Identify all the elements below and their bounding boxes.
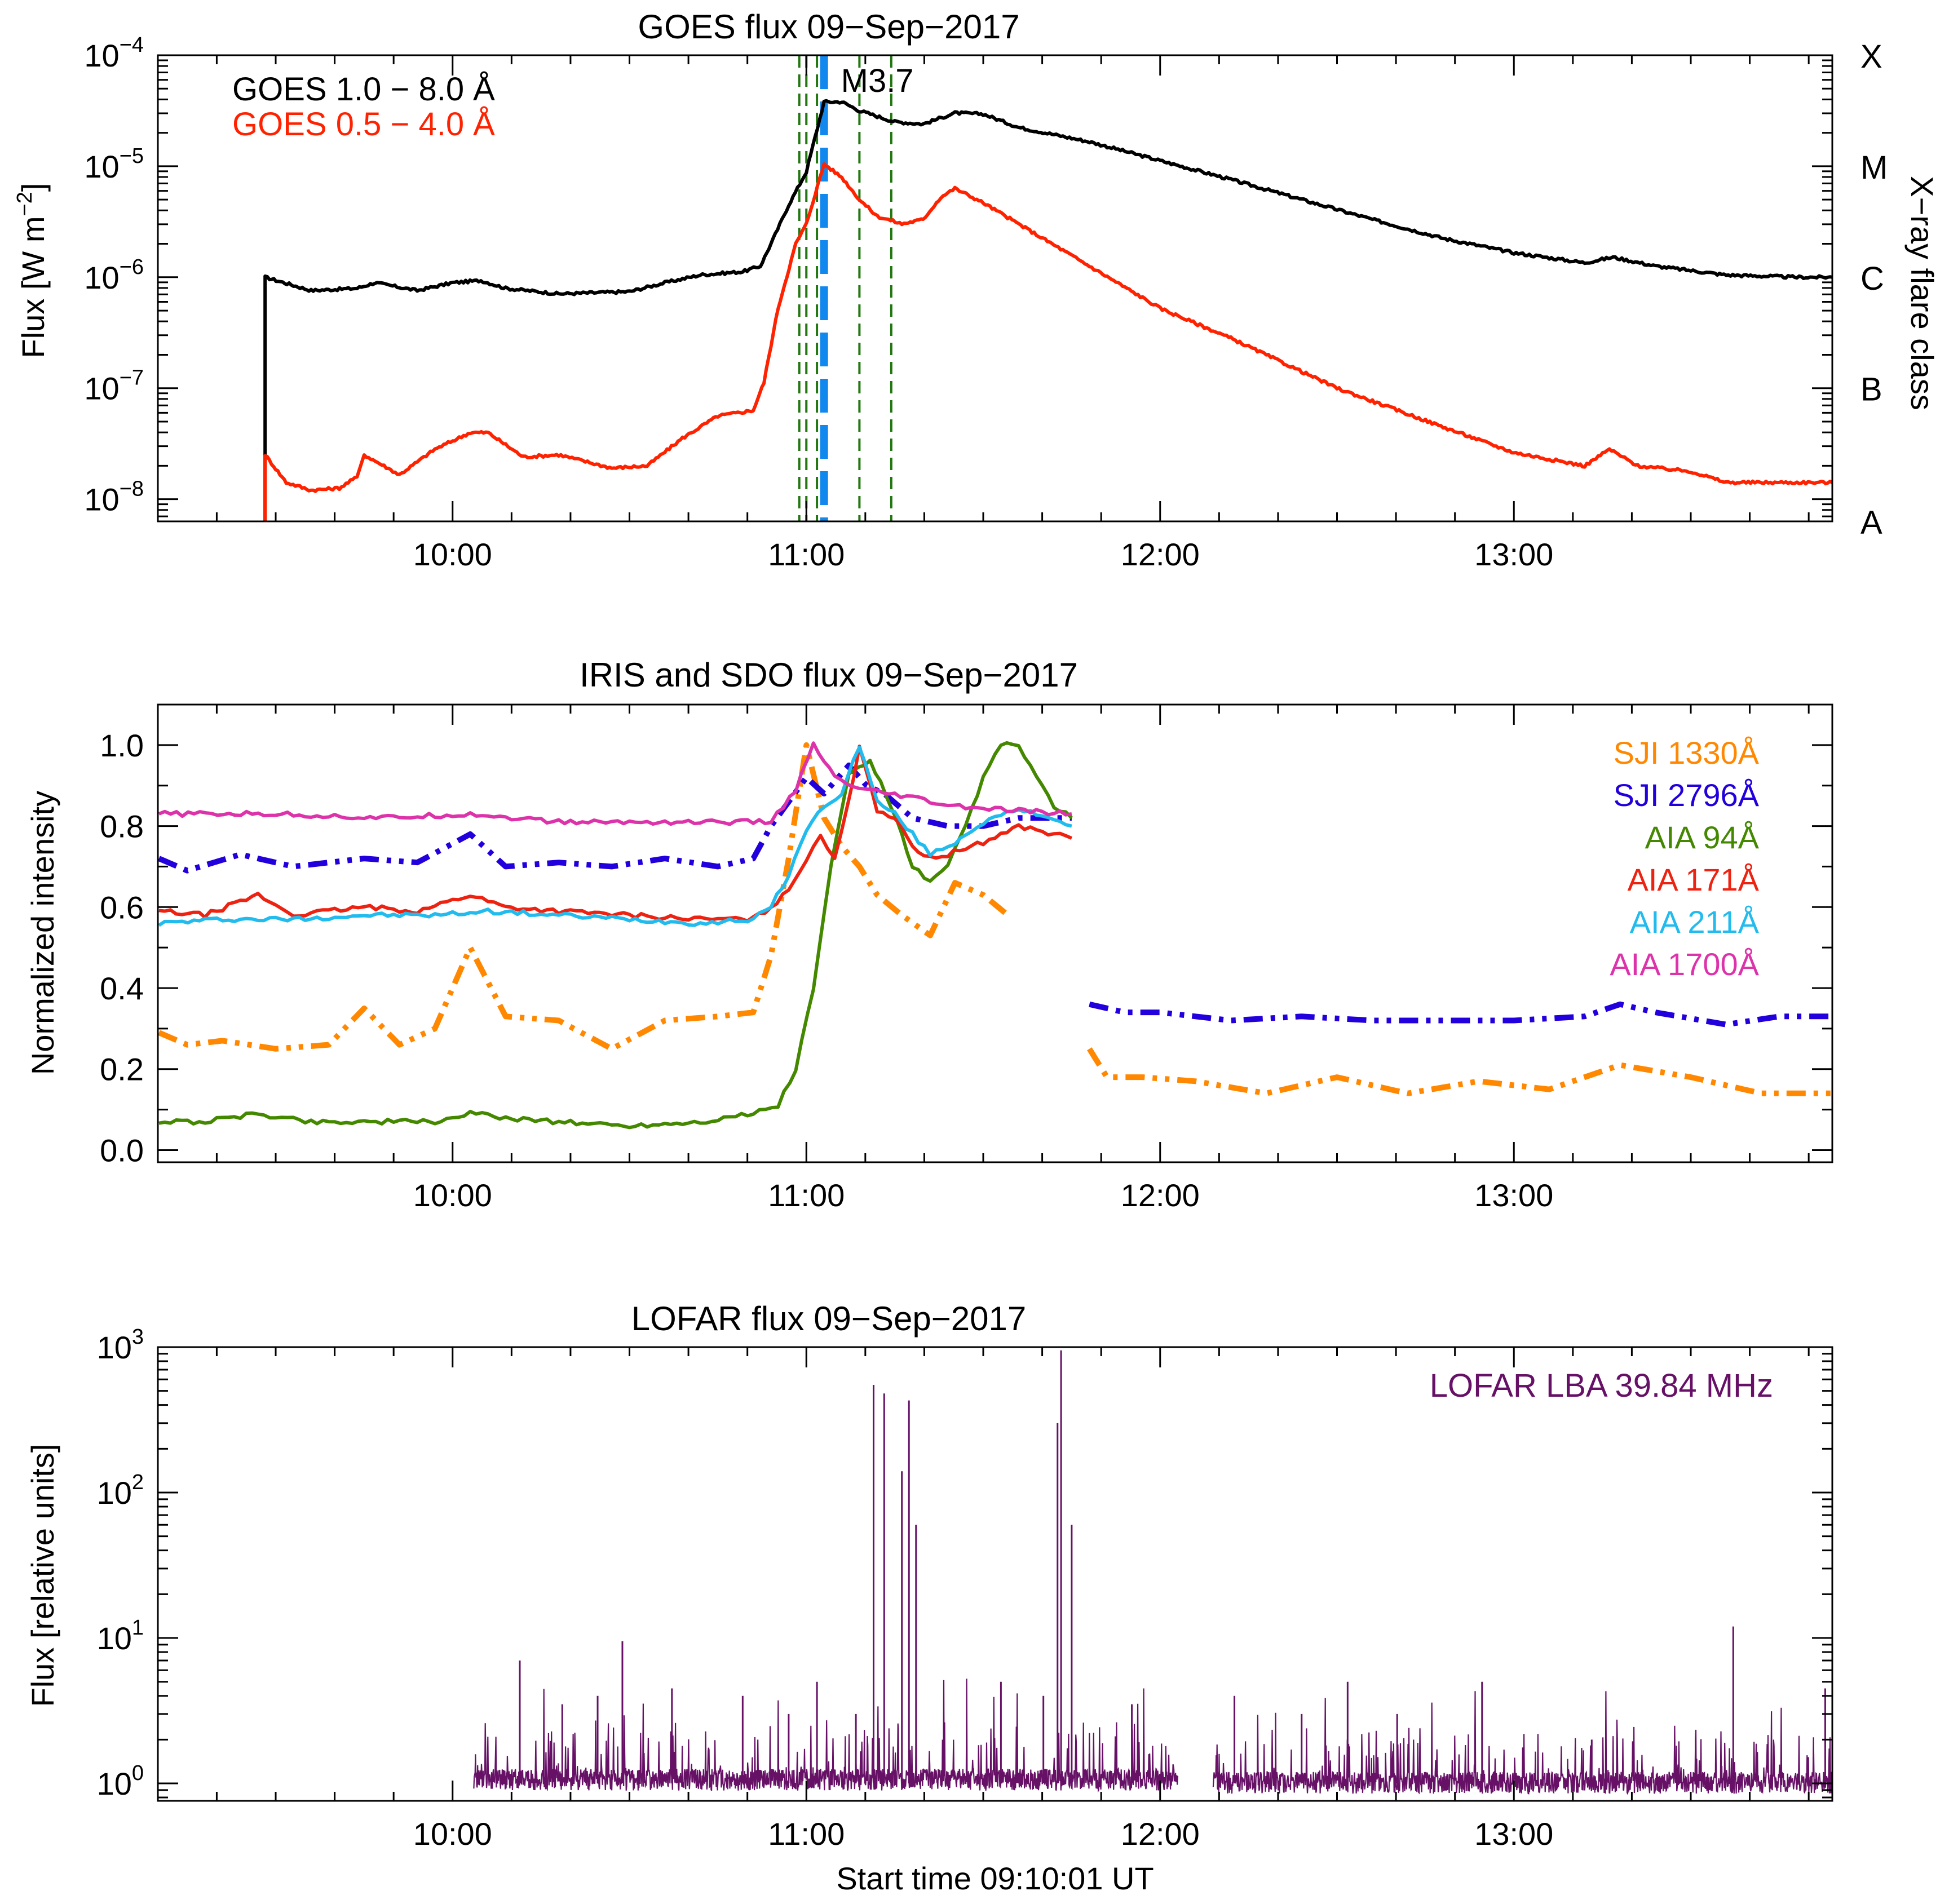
lofar-y-ticks: 100 101 102 103	[97, 1325, 1832, 1801]
y-tick-label-1e2: 102	[97, 1471, 144, 1511]
goes-y-label: Flux [W m−2]	[13, 183, 51, 358]
series-aia-94-segment-0	[158, 741, 1073, 1130]
legend-goes-long: GOES 1.0 − 8.0 Å	[232, 71, 495, 108]
x-tick-label-13-00: 13:00	[1474, 1816, 1553, 1852]
y-tick-label-1e5: 10−5	[84, 144, 144, 184]
goes-y-ticks: 10−8 10−7 10−6 10−5 10−4	[84, 33, 1832, 517]
y-tick-label-1e1: 101	[97, 1616, 144, 1656]
lofar-x-ticks: 10:00 11:00 12:00 13:00	[215, 1347, 1810, 1852]
x-tick-label-11-00: 11:00	[768, 537, 845, 572]
series-sji-1330-segment-0	[157, 742, 1010, 1052]
series-sji-2796-segment-0	[157, 762, 1072, 874]
lofar-axes-frame	[157, 1346, 1833, 1802]
series-sji-1330-segment-1	[1087, 1047, 1832, 1096]
y-tick-label-1e0: 100	[97, 1761, 144, 1801]
legend-aia-1700: AIA 1700Å	[1610, 946, 1759, 982]
y-tick-label-1e8: 10−8	[84, 477, 144, 517]
legend-aia-171: AIA 171Å	[1627, 862, 1759, 897]
flare-class-m: M	[1860, 149, 1888, 186]
x-tick-label-10-00: 10:00	[413, 537, 492, 572]
legend-lofar: LOFAR LBA 39.84 MHz	[1430, 1367, 1773, 1404]
goes-title: GOES flux 09−Sep−2017	[638, 8, 1019, 46]
y-tick-label-0-6: 0.6	[100, 889, 144, 925]
y-tick-label-1e7: 10−7	[84, 366, 144, 406]
series-sji-2796-segment-1	[1089, 1001, 1832, 1028]
flare-class-label: M3.7	[841, 63, 914, 99]
goes-x-ticks: 10:00 11:00 12:00 13:00	[215, 55, 1810, 572]
x-tick-label-12-00: 12:00	[1121, 537, 1200, 572]
legend-sji-1330: SJI 1330Å	[1614, 735, 1760, 771]
x-tick-label-13-00: 13:00	[1474, 537, 1553, 572]
iris-title: IRIS and SDO flux 09−Sep−2017	[580, 656, 1078, 694]
x-tick-label-11-00: 11:00	[768, 1177, 845, 1213]
flare-class-x: X	[1860, 38, 1882, 75]
series-aia-171-segment-0	[158, 745, 1073, 923]
iris-y-ticks: 0.0 0.2 0.4 0.6 0.8 1.0	[100, 703, 1832, 1168]
lofar-series-segment-1	[1212, 1691, 1833, 1795]
x-tick-label-12-00: 12:00	[1121, 1177, 1200, 1213]
iris-axes-frame	[157, 703, 1833, 1163]
y-tick-label-1e4: 10−4	[84, 33, 144, 73]
flare-class-a: A	[1860, 504, 1882, 541]
y-tick-label-1e3: 103	[97, 1325, 144, 1365]
flare-class-c: C	[1860, 260, 1884, 297]
x-tick-label-13-00: 13:00	[1474, 1177, 1553, 1213]
legend-sji-2796: SJI 2796Å	[1614, 777, 1760, 813]
y-tick-label-0-4: 0.4	[100, 971, 144, 1006]
goes-y2-label: X−ray flare class	[1904, 176, 1940, 410]
series-goes-1-0-8-0	[263, 99, 1833, 521]
iris-plot-area	[157, 741, 1832, 1130]
y-tick-label-1e6: 10−6	[84, 255, 144, 295]
lofar-x-label: Start time 09:10:01 UT	[836, 1861, 1154, 1896]
lofar-title: LOFAR flux 09−Sep−2017	[631, 1300, 1027, 1338]
series-aia-1700-segment-0	[158, 741, 1072, 826]
x-tick-label-10-00: 10:00	[413, 1816, 492, 1852]
legend-aia-211: AIA 211Å	[1630, 904, 1760, 940]
goes-panel: GOES flux 09−Sep−2017 10−810−710−610−510…	[13, 8, 1940, 572]
goes-plot-area	[263, 55, 1833, 521]
lofar-y-label: Flux [relative units]	[25, 1444, 60, 1707]
x-tick-label-10-00: 10:00	[413, 1177, 492, 1213]
x-tick-label-12-00: 12:00	[1121, 1816, 1200, 1852]
goes-flare-classes: A B C M X	[1860, 38, 1888, 541]
series-aia-211-segment-0	[158, 745, 1072, 927]
legend-goes-short: GOES 0.5 − 4.0 Å	[232, 106, 495, 143]
y-tick-label-1-0: 1.0	[100, 728, 144, 763]
series-goes-0-5-4-0	[263, 162, 1833, 521]
iris-y-label: Normalized intensity	[25, 791, 60, 1075]
legend-aia-94: AIA 94Å	[1645, 820, 1760, 855]
lofar-panel: LOFAR flux 09−Sep−2017 100 101 102 103 10:0…	[25, 1300, 1833, 1896]
y-tick-label-0-8: 0.8	[100, 809, 144, 844]
y-tick-label-0-0: 0.0	[100, 1132, 144, 1168]
x-tick-label-11-00: 11:00	[768, 1816, 845, 1852]
iris-x-ticks: 10:00 11:00 12:00 13:00	[215, 705, 1810, 1213]
iris-sdo-panel: IRIS and SDO flux 09−Sep−2017 0.00.20.40…	[25, 656, 1833, 1213]
lofar-plot-area	[473, 1350, 1833, 1795]
y-tick-label-0-2: 0.2	[100, 1052, 144, 1087]
flare-class-b: B	[1860, 371, 1882, 408]
